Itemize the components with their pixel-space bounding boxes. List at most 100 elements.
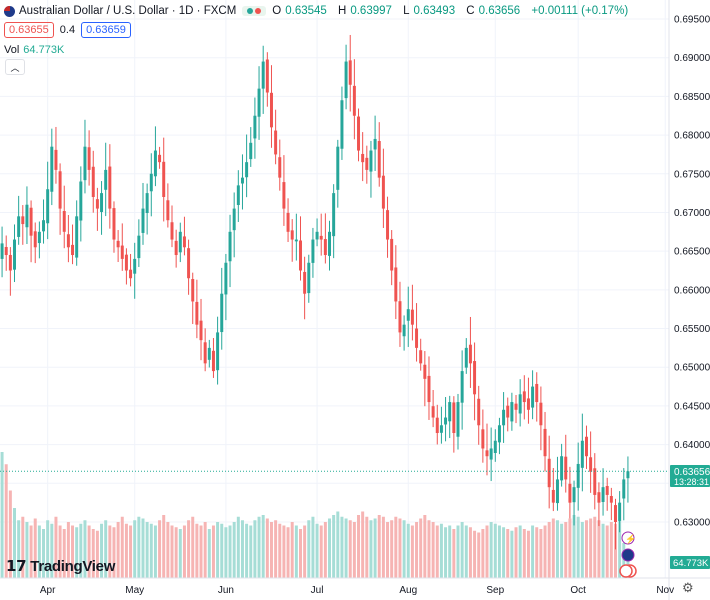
volume-bar: [423, 515, 427, 578]
candle-body: [352, 85, 356, 116]
volume-bar: [261, 515, 265, 578]
volume-bar: [381, 516, 385, 578]
volume-bar: [394, 516, 398, 578]
candle-body: [269, 92, 273, 128]
volume-bar: [448, 525, 452, 578]
candle-body: [361, 153, 365, 163]
candle-body: [468, 344, 472, 364]
candle-body: [444, 417, 448, 425]
volume-bar: [46, 520, 50, 578]
volume-bar: [232, 522, 236, 578]
volume-bar: [286, 527, 290, 578]
volume-bar: [622, 543, 626, 578]
candle-body: [0, 243, 4, 259]
candle-body: [66, 234, 70, 248]
volume-bar: [427, 520, 431, 578]
volume-bar: [473, 530, 477, 578]
y-tick-label: 0.65000: [674, 363, 710, 374]
open-value: 0.63545: [285, 5, 327, 17]
sell-button[interactable]: 0.63655: [4, 22, 54, 38]
volume-bar: [435, 525, 439, 578]
volume-bar: [551, 518, 555, 578]
volume-bar: [601, 523, 605, 578]
candle-body: [50, 146, 54, 192]
x-tick-label: Aug: [399, 585, 417, 596]
current-price-label: 0.63656: [674, 467, 710, 478]
candle-body: [153, 150, 157, 177]
y-tick-label: 0.63000: [674, 518, 710, 529]
volume-bar: [274, 520, 278, 578]
candle-body: [282, 182, 286, 209]
candle-body: [344, 61, 348, 99]
y-tick-label: 0.68500: [674, 92, 710, 103]
volume-bar: [468, 527, 472, 578]
candle-body: [303, 271, 307, 294]
candle-body: [398, 301, 402, 333]
collapse-legend-button[interactable]: ︿: [5, 59, 25, 75]
candle-body: [336, 146, 340, 190]
y-tick-label: 0.64500: [674, 401, 710, 412]
candle-body: [568, 483, 572, 503]
spread-value: 0.4: [59, 24, 76, 36]
candle-body: [232, 208, 236, 231]
volume-legend: Vol 64.773K: [4, 44, 64, 56]
volume-bar: [456, 525, 460, 578]
candle-body: [25, 204, 29, 228]
candle-body: [340, 100, 344, 149]
volume-bar: [108, 525, 112, 578]
candle-body: [112, 208, 116, 240]
volume-bar: [174, 527, 178, 578]
candle-body: [477, 398, 481, 426]
volume-bar: [452, 529, 456, 578]
audusd-flag-icon: [4, 5, 15, 17]
time-axis[interactable]: Apr May Jun Jul Aug Sep Oct Nov: [40, 585, 674, 596]
candle-body: [124, 254, 128, 271]
ohlc-values: O 0.63545 H 0.63997 L 0.63493 C 0.63656 +0.0…: [272, 5, 629, 17]
volume-bar: [195, 523, 199, 578]
candle-body: [299, 240, 302, 271]
candle-body: [551, 489, 555, 503]
candle-body: [481, 429, 485, 449]
candle-body: [323, 239, 327, 256]
volume-bar: [510, 530, 514, 578]
market-status-icon[interactable]: [242, 6, 267, 16]
candle-body: [17, 216, 21, 237]
tradingview-logo: 𝟭𝟳 TradingView: [6, 557, 115, 576]
candle-body: [187, 248, 191, 279]
volume-bar: [539, 529, 543, 578]
countdown-label: 13:28:31: [674, 477, 709, 487]
volume-bar: [518, 525, 522, 578]
volume-bar: [464, 525, 468, 578]
candle-body: [236, 185, 240, 206]
candle-body: [576, 463, 580, 488]
candle-body: [307, 262, 311, 294]
candle-body: [191, 279, 195, 302]
candle-body: [377, 141, 381, 178]
volume-bar: [13, 508, 16, 578]
volume-bar: [278, 523, 282, 578]
price-axis[interactable]: 0.69500 0.69000 0.68500 0.68000 0.67500 0.670…: [674, 15, 710, 529]
x-tick-label: Apr: [40, 585, 56, 596]
volume-bar: [373, 518, 377, 578]
candle-body: [265, 59, 269, 93]
settings-gear-icon[interactable]: ⚙: [682, 580, 694, 595]
candle-body: [560, 456, 564, 481]
event-icons[interactable]: ⚡: [619, 531, 637, 578]
symbol-title[interactable]: Australian Dollar / U.S. Dollar · 1D · F…: [19, 5, 237, 17]
volume-bar: [560, 523, 564, 578]
candle-body: [178, 231, 182, 253]
volume-bar: [17, 520, 21, 578]
volume-bar: [576, 516, 580, 578]
candle-body: [249, 142, 253, 160]
tv-logo-icon: 𝟭𝟳: [6, 558, 27, 575]
candle-body: [203, 342, 207, 364]
low-value: 0.63493: [413, 5, 456, 17]
candle-body: [410, 309, 414, 325]
buy-button[interactable]: 0.63659: [81, 22, 131, 38]
candle-body: [518, 394, 522, 414]
volume-bar: [191, 516, 195, 578]
candles: [0, 34, 630, 550]
volume-bar: [415, 522, 419, 578]
volume-bar: [182, 525, 186, 578]
